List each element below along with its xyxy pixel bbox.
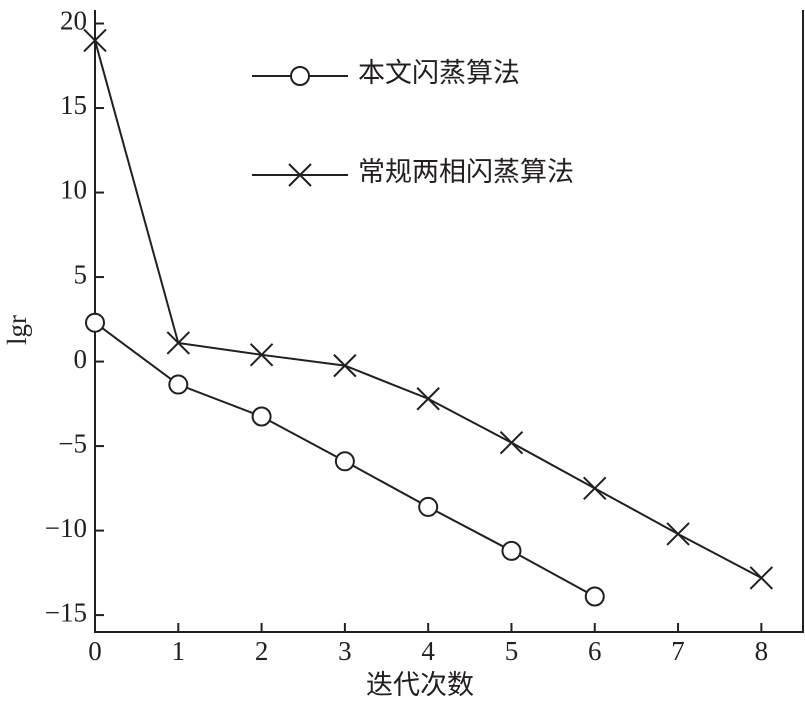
x-tick-label: 4 (421, 636, 435, 666)
y-tick-label: −10 (45, 513, 87, 543)
point (749, 566, 774, 590)
y-tick-label: 0 (74, 344, 88, 374)
point (499, 430, 524, 455)
legend-marker (290, 66, 310, 86)
x-tick-label: 0 (88, 636, 102, 666)
point (251, 406, 272, 427)
legend-label: 本文闪蒸算法 (358, 58, 520, 88)
point (501, 540, 522, 561)
legend-label: 常规两相闪蒸算法 (358, 157, 574, 187)
point (416, 387, 440, 411)
point (249, 343, 274, 367)
x-tick-label: 2 (255, 636, 269, 666)
point (166, 331, 191, 355)
y-axis-label: lgr (2, 315, 32, 345)
x-tick-label: 3 (338, 636, 352, 666)
point (333, 353, 357, 378)
point (168, 374, 189, 395)
point (584, 586, 605, 607)
point (334, 451, 355, 472)
point (666, 522, 690, 546)
point (85, 312, 105, 333)
y-tick-label: −15 (45, 597, 87, 627)
x-tick-label: 8 (755, 636, 769, 666)
y-tick-label: 15 (60, 90, 87, 120)
x-axis-label: 迭代次数 (366, 670, 474, 700)
y-tick-label: −5 (58, 428, 87, 458)
x-tick-label: 7 (671, 636, 685, 666)
y-tick-label: 20 (60, 6, 87, 36)
y-tick-label: 5 (74, 259, 88, 289)
x-tick-label: 1 (172, 636, 186, 666)
point (418, 496, 439, 517)
y-tick-label: 10 (60, 175, 87, 205)
legend-marker (288, 163, 312, 187)
axis-frame (94, 10, 804, 633)
x-tick-label: 5 (505, 636, 519, 666)
point (583, 476, 607, 501)
x-tick-label: 6 (588, 636, 602, 666)
point (83, 28, 107, 53)
